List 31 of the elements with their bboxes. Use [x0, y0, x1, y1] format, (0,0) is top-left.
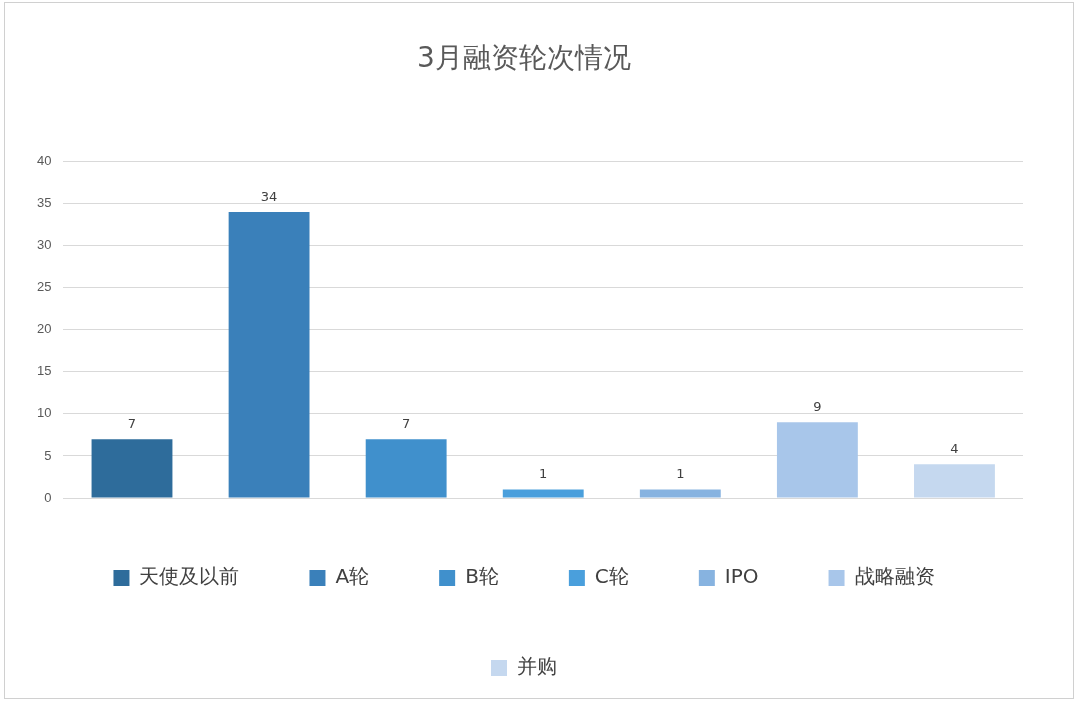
legend-label: IPO: [724, 564, 759, 589]
bar: [914, 464, 995, 498]
bar: [228, 212, 310, 498]
y-tick-label: 25: [36, 279, 52, 295]
data-label: 4: [950, 441, 959, 457]
bar: [639, 489, 721, 498]
legend-label: B轮: [465, 564, 499, 589]
bar: [502, 489, 584, 498]
legend-label: A轮: [335, 564, 370, 589]
data-label: 7: [127, 416, 137, 432]
legend-label: 战略融资: [854, 564, 935, 589]
y-tick-label: 30: [36, 237, 52, 253]
chart-title: 3月融资轮次情况: [417, 41, 631, 75]
data-label: 7: [402, 416, 411, 432]
data-label: 1: [539, 466, 548, 482]
y-tick-label: 20: [36, 321, 52, 337]
bar: [365, 439, 447, 498]
y-tick-label: 10: [36, 405, 52, 421]
y-tick-label: 15: [36, 363, 52, 379]
data-label: 34: [260, 188, 278, 204]
y-tick-label: 0: [44, 489, 52, 505]
y-tick-label: 40: [36, 153, 52, 169]
data-label: 1: [676, 466, 685, 482]
y-tick-label: 35: [36, 195, 52, 211]
legend-label: C轮: [594, 564, 629, 589]
data-label: 9: [813, 399, 822, 415]
bar: [776, 422, 858, 498]
y-tick-label: 5: [44, 447, 52, 463]
legend-label: 天使及以前: [139, 564, 240, 589]
legend-label: 并购: [517, 654, 557, 679]
bar: [91, 439, 173, 498]
